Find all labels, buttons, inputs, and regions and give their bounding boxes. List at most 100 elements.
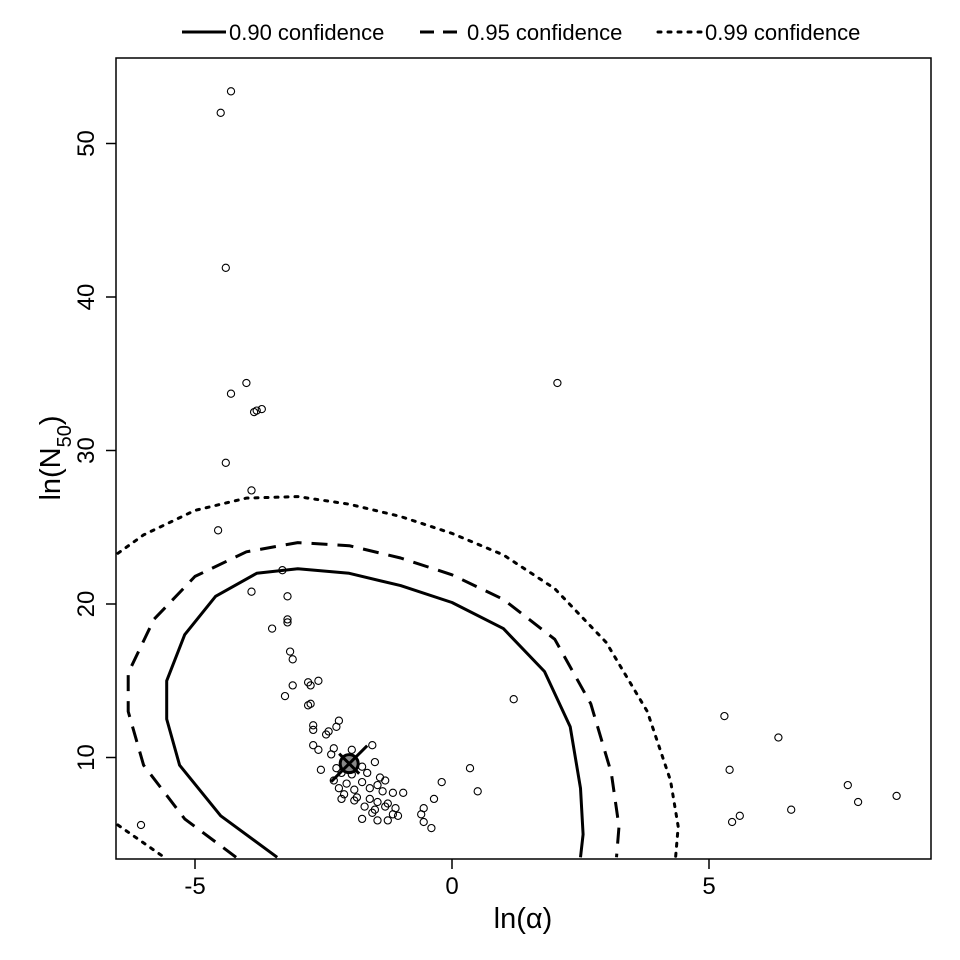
point-62	[350, 796, 359, 805]
point-10	[213, 526, 223, 535]
point-92	[892, 791, 901, 801]
y-axis-label: ln(N50)	[35, 415, 76, 500]
y-tick-label-3: 40	[73, 284, 100, 311]
point-9	[247, 486, 256, 495]
point-71	[373, 816, 382, 825]
point-44	[363, 768, 372, 778]
point-46	[381, 776, 390, 785]
point-21	[306, 681, 315, 690]
point-78	[419, 817, 428, 827]
point-72	[383, 816, 392, 825]
point-37	[368, 741, 377, 750]
point-70	[357, 814, 367, 824]
point-3	[226, 389, 236, 398]
point-81	[473, 787, 482, 796]
point-66	[360, 802, 369, 811]
point-8	[221, 458, 230, 467]
point-25	[303, 701, 313, 710]
point-79	[427, 823, 436, 833]
legend: 0.90 confidence 0.95 confidence 0.99 confi…	[182, 20, 860, 45]
point-32	[309, 741, 318, 750]
point-27	[332, 722, 341, 731]
point-13	[283, 592, 292, 601]
point-0	[216, 108, 225, 117]
point-93	[136, 820, 146, 830]
point-2	[221, 263, 230, 272]
point-estimate-marker	[330, 744, 369, 783]
region-dashed-1	[126, 541, 621, 859]
point-17	[285, 647, 295, 656]
point-31	[321, 730, 331, 739]
point-47	[329, 776, 338, 785]
point-61	[337, 794, 346, 804]
point-84	[720, 711, 729, 721]
point-18	[288, 655, 297, 664]
region-dotted-3	[116, 823, 166, 859]
plot-frame	[115, 57, 932, 860]
legend-label-0: 0.90 confidence	[229, 20, 384, 45]
point-89	[787, 805, 796, 814]
bootstrap-points	[136, 87, 901, 833]
point-22	[288, 681, 297, 690]
point-49	[357, 777, 367, 787]
point-38	[370, 757, 380, 767]
point-28	[309, 721, 318, 730]
point-86	[727, 817, 737, 827]
point-68	[388, 810, 398, 819]
point-80	[465, 764, 475, 773]
x-tick-label-1: 0	[445, 873, 458, 900]
point-51	[334, 784, 344, 793]
point-14	[283, 615, 292, 624]
point-91	[853, 797, 863, 807]
point-16	[267, 624, 277, 633]
x-tick-label-2: 5	[702, 873, 715, 900]
point-88	[774, 733, 783, 742]
y-tick-label-4: 50	[73, 130, 100, 157]
point-48	[342, 779, 351, 788]
point-53	[365, 784, 374, 793]
point-85	[725, 765, 734, 774]
x-axis: -5 0 5	[184, 859, 716, 900]
point-34	[314, 745, 323, 754]
point-83	[553, 378, 562, 388]
point-12	[247, 587, 256, 596]
y-tick-label-1: 20	[73, 591, 100, 618]
x-axis-label: ln(α)	[494, 903, 553, 935]
region-dotted-2	[116, 495, 680, 859]
point-15	[283, 618, 292, 627]
point-64	[381, 802, 390, 811]
point-52	[350, 785, 359, 794]
legend-label-2: 0.99 confidence	[705, 20, 860, 45]
point-90	[843, 780, 852, 790]
point-55	[388, 788, 398, 797]
x-tick-label-0: -5	[184, 873, 205, 900]
point-23	[280, 691, 290, 701]
point-54	[378, 787, 387, 796]
region-solid-0	[165, 567, 585, 859]
point-41	[316, 765, 326, 774]
point-73	[393, 811, 403, 820]
point-20	[314, 676, 323, 685]
point-87	[735, 811, 744, 820]
point-82	[509, 695, 518, 704]
y-axis: 10 20 30 40 50	[73, 130, 116, 771]
point-30	[309, 725, 318, 735]
estimate-cross-b	[338, 752, 361, 775]
point-6	[257, 404, 266, 414]
y-tick-label-2: 30	[73, 437, 100, 464]
confidence-regions	[116, 495, 680, 859]
point-7	[249, 407, 259, 417]
legend-label-1: 0.95 confidence	[467, 20, 622, 45]
point-75	[429, 794, 439, 804]
point-50	[373, 780, 382, 790]
point-74	[437, 777, 446, 787]
point-69	[368, 808, 377, 817]
point-67	[399, 788, 408, 797]
point-36	[347, 745, 356, 754]
y-tick-label-0: 10	[73, 744, 100, 771]
point-77	[417, 810, 426, 819]
point-58	[365, 794, 374, 804]
point-59	[373, 797, 382, 807]
point-11	[278, 566, 287, 575]
